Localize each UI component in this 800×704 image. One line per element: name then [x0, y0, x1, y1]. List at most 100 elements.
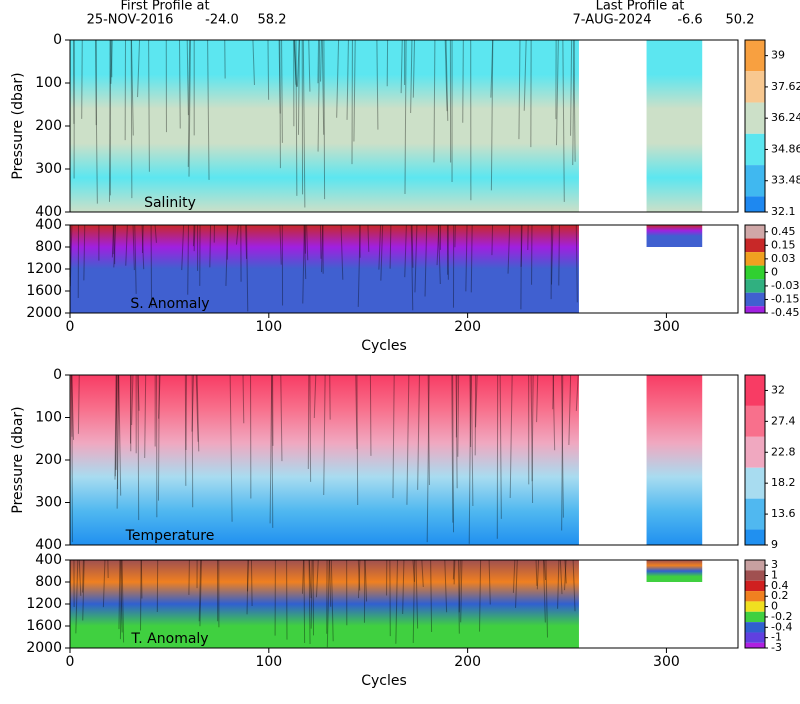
y-tick-label: 200: [35, 452, 62, 468]
x-tick-label: 200: [454, 654, 481, 670]
colorbar-swatch: [745, 165, 765, 196]
y-tick-label: 2000: [26, 305, 62, 321]
contour-streak: [304, 560, 305, 643]
x-tick-label: 0: [66, 654, 75, 670]
colorbar-swatch: [745, 632, 765, 642]
y-tick-label: 0: [53, 32, 62, 48]
colorbar-label: -0.45: [771, 306, 799, 319]
first-date: 25-NOV-2016: [87, 13, 174, 28]
colorbar-swatch: [745, 560, 765, 570]
contour-streak: [470, 375, 471, 447]
contour-streak: [310, 375, 311, 482]
contour-streak: [559, 225, 560, 285]
colorbar-swatch: [745, 622, 765, 632]
colorbar-label: -0.15: [771, 292, 799, 305]
colorbar-swatch: [745, 375, 765, 406]
contour-streak: [82, 40, 83, 119]
y-tick-label: 400: [35, 537, 62, 553]
contour-streak: [248, 560, 249, 591]
colorbar-label: 18.2: [771, 476, 796, 489]
panel-label: Temperature: [125, 528, 215, 544]
y-tick-label: 400: [35, 217, 62, 233]
y-tick-label: 1200: [26, 596, 62, 612]
contour-streak: [370, 375, 371, 456]
y-axis-label: Pressure (dbar): [10, 72, 26, 179]
last-lat: -6.6: [677, 13, 702, 28]
colorbar-swatch: [745, 591, 765, 601]
y-tick-label: 300: [35, 161, 62, 177]
contour-streak: [189, 560, 190, 595]
y-tick-label: 800: [35, 239, 62, 255]
contour-streak: [324, 40, 325, 199]
colorbar-swatch: [745, 71, 765, 102]
contour-streak: [143, 225, 144, 253]
colorbar-label: -0.03: [771, 279, 799, 292]
y-tick-label: 300: [35, 495, 62, 511]
contour-streak: [463, 40, 464, 123]
contour-streak: [318, 40, 319, 83]
colorbar-swatch: [745, 306, 765, 313]
colorbar-swatch: [745, 196, 765, 212]
x-tick-label: 200: [454, 319, 481, 335]
x-tick-label: 100: [255, 654, 282, 670]
colorbar-swatch: [745, 530, 765, 545]
first-label: First Profile at: [120, 0, 209, 14]
x-axis-label: Cycles: [361, 673, 407, 689]
field: [647, 40, 703, 212]
contour-streak: [280, 40, 281, 168]
y-tick-label: 1600: [26, 618, 62, 634]
y-tick-label: 100: [35, 410, 62, 426]
colorbar-label: 34.86: [771, 142, 800, 155]
colorbar-swatch: [745, 239, 765, 253]
x-tick-label: 0: [66, 319, 75, 335]
y-axis-label: Pressure (dbar): [10, 406, 26, 513]
field: [647, 225, 703, 247]
colorbar-label: 36.24: [771, 111, 800, 124]
colorbar-swatch: [745, 570, 765, 580]
field: [647, 560, 703, 582]
colorbar-label: 27.4: [771, 414, 796, 427]
colorbar-label: 0.15: [771, 238, 796, 251]
colorbar-label: 9: [771, 538, 778, 551]
y-tick-label: 0: [53, 367, 62, 383]
y-tick-label: 1200: [26, 261, 62, 277]
colorbar-label: 13.6: [771, 507, 796, 520]
colorbar-swatch: [745, 293, 765, 307]
colorbar-label: 0: [771, 265, 778, 278]
y-tick-label: 100: [35, 75, 62, 91]
field: [647, 375, 703, 545]
colorbar-label: 0.03: [771, 252, 796, 265]
contour-streak: [492, 225, 493, 255]
colorbar-label: 22.8: [771, 445, 796, 458]
colorbar-swatch: [745, 134, 765, 165]
colorbar-swatch: [745, 581, 765, 591]
y-tick-label: 400: [35, 552, 62, 568]
y-tick-label: 200: [35, 118, 62, 134]
x-tick-label: 300: [653, 654, 680, 670]
colorbar-swatch: [745, 40, 765, 71]
last-date: 7-AUG-2024: [573, 13, 652, 28]
x-axis-label: Cycles: [361, 338, 407, 354]
colorbar-label: 39: [771, 49, 785, 62]
colorbar-swatch: [745, 406, 765, 437]
colorbar-swatch: [745, 601, 765, 611]
colorbar-swatch: [745, 225, 765, 239]
contour-streak: [320, 225, 321, 259]
first-lon: 58.2: [258, 13, 287, 28]
contour-streak: [268, 40, 269, 100]
contour-streak: [141, 560, 142, 631]
colorbar-swatch: [745, 643, 765, 648]
colorbar-swatch: [745, 252, 765, 266]
panel-label: T. Anomaly: [130, 631, 208, 647]
colorbar-label: -3: [771, 641, 782, 654]
panel-label: S. Anomaly: [130, 296, 209, 312]
colorbar-label: 32.1: [771, 205, 796, 218]
colorbar-swatch: [745, 266, 765, 280]
first-lat: -24.0: [205, 13, 239, 28]
contour-streak: [131, 40, 132, 198]
colorbar-swatch: [745, 612, 765, 622]
x-tick-label: 100: [255, 319, 282, 335]
x-tick-label: 300: [653, 319, 680, 335]
colorbar-label: 33.48: [771, 174, 800, 187]
